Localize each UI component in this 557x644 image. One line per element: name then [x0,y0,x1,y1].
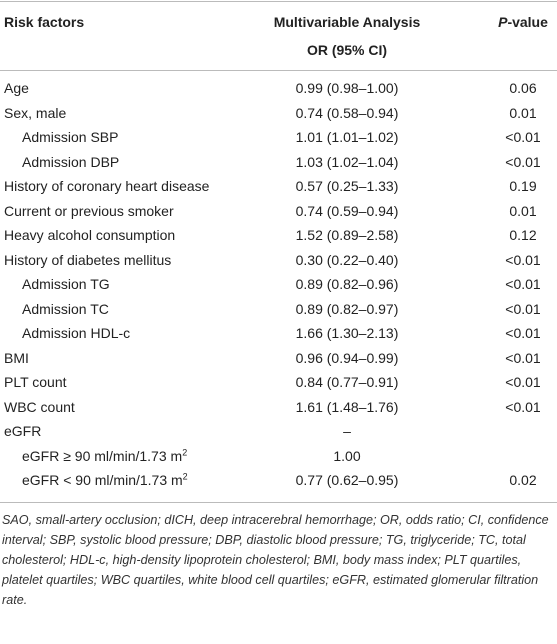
row-label: eGFR [4,422,41,440]
or-value: 0.84 (0.77–0.91) [295,374,399,390]
or-value: 0.77 (0.62–0.95) [295,472,399,488]
row-label-text: Admission TC [22,300,109,317]
header-rule [0,70,557,71]
or-value: 0.96 (0.94–0.99) [295,349,399,366]
p-value: 0.19 [509,178,537,194]
p-value: 0.01 [509,202,537,219]
p-value: <0.01 [505,129,541,145]
or-value: 1.00 [333,447,361,464]
row-label-text: History of coronary heart disease [4,178,210,194]
row-label: History of coronary heart disease [4,177,209,195]
p-value: 0.12 [509,227,537,243]
header-analysis: Multivariable Analysis [273,14,421,30]
p-value: <0.01 [505,349,541,366]
row-label-text: Admission TG [22,276,110,292]
header-risk-factors: Risk factors [4,14,85,30]
row-label-text: eGFR < 90 ml/min/1.73 m [22,472,183,488]
row-label-sup: 2 [182,471,188,482]
row-label-text: WBC count [4,398,75,415]
row-label-text: PLT count [4,374,67,390]
or-value: 1.03 (1.02–1.04) [295,153,399,170]
or-value: 0.57 (0.25–1.33) [295,178,399,194]
or-value: 0.99 (0.98–1.00) [295,80,399,96]
top-rule [0,1,557,2]
row-label-text: History of diabetes mellitus [4,251,172,268]
row-label-text: Admission SBP [22,129,119,145]
or-value: – [343,423,351,439]
row-label-text: eGFR ≥ 90 ml/min/1.73 m [22,447,183,464]
p-value: <0.01 [505,398,541,415]
p-value: <0.01 [505,300,541,317]
bottom-rule [0,502,557,503]
row-label-text: Admission HDL-c [22,325,131,341]
row-label: BMI [4,349,29,367]
row-label: Age [4,79,29,97]
or-value: 0.74 (0.59–0.94) [295,202,399,219]
p-value: <0.01 [505,153,541,170]
row-label: PLT count [4,373,67,391]
row-label-text: Heavy alcohol consumption [4,227,176,243]
or-value: 1.52 (0.89–2.58) [295,227,399,243]
or-value: 0.30 (0.22–0.40) [295,251,399,268]
row-label-text: Sex, male [4,104,67,121]
or-value: 0.89 (0.82–0.96) [295,276,399,292]
row-label-sup: 2 [182,446,188,457]
row-label: Heavy alcohol consumption [4,226,175,244]
p-value: <0.01 [505,251,541,268]
or-value: 1.66 (1.30–2.13) [295,325,399,341]
footnote: SAO, small-artery occlusion; dICH, deep … [2,513,549,607]
row-label: Admission TC [22,300,109,318]
or-value: 1.01 (1.01–1.02) [295,129,399,145]
row-label: Admission SBP [22,128,118,146]
row-label-text: Current or previous smoker [4,202,174,219]
header-value: -value [507,14,548,30]
p-value: <0.01 [505,374,541,390]
row-label: Admission TG [22,275,110,293]
header-or: OR (95% CI) [306,42,388,58]
row-label-text: Age [4,80,29,96]
header-p: P [498,14,508,30]
row-label: History of diabetes mellitus [4,251,171,269]
row-label: Admission HDL-c [22,324,130,342]
p-value: <0.01 [505,325,541,341]
or-value: 0.74 (0.58–0.94) [295,104,399,121]
p-value: 0.02 [509,472,537,488]
row-label: eGFR ≥ 90 ml/min/1.73 m2 [22,447,187,465]
row-label-text: eGFR [4,423,42,439]
row-label: Current or previous smoker [4,202,174,220]
header-p-value: P-value [490,13,556,31]
p-value: 0.01 [509,104,537,121]
p-value: <0.01 [505,276,541,292]
row-label: Admission DBP [22,153,119,171]
row-label-text: Admission DBP [22,153,120,170]
row-label: WBC count [4,398,75,416]
or-value: 1.61 (1.48–1.76) [295,398,399,415]
row-label-text: BMI [4,349,29,366]
row-label: eGFR < 90 ml/min/1.73 m2 [22,471,188,489]
row-label: Sex, male [4,104,66,122]
or-value: 0.89 (0.82–0.97) [295,300,399,317]
p-value: 0.06 [509,80,537,96]
